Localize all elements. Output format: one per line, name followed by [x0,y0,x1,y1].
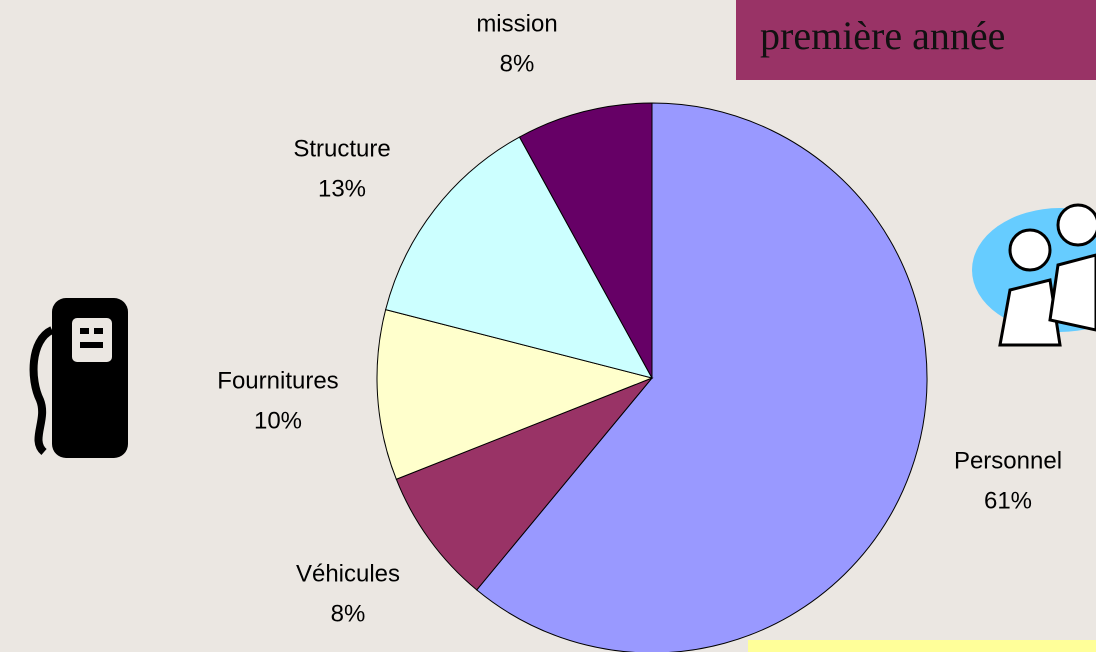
slide: première année Personnel 61% Véhicules 8% Fo… [0,0,1096,652]
slide-title: première année [760,13,1005,58]
slice-value-label: 8% [500,50,535,77]
note-box [748,640,1096,652]
slice-label: Structure [293,135,390,162]
slice-value-label: 13% [318,175,366,202]
slice-label: Fournitures [217,367,338,394]
slice-value-label: 61% [984,487,1032,514]
slice-label: Véhicules [296,560,400,587]
slice-label: mission [476,10,557,37]
slice-value-label: 8% [331,600,366,627]
slice-value-label: 10% [254,407,302,434]
slice-label: Personnel [954,447,1062,474]
